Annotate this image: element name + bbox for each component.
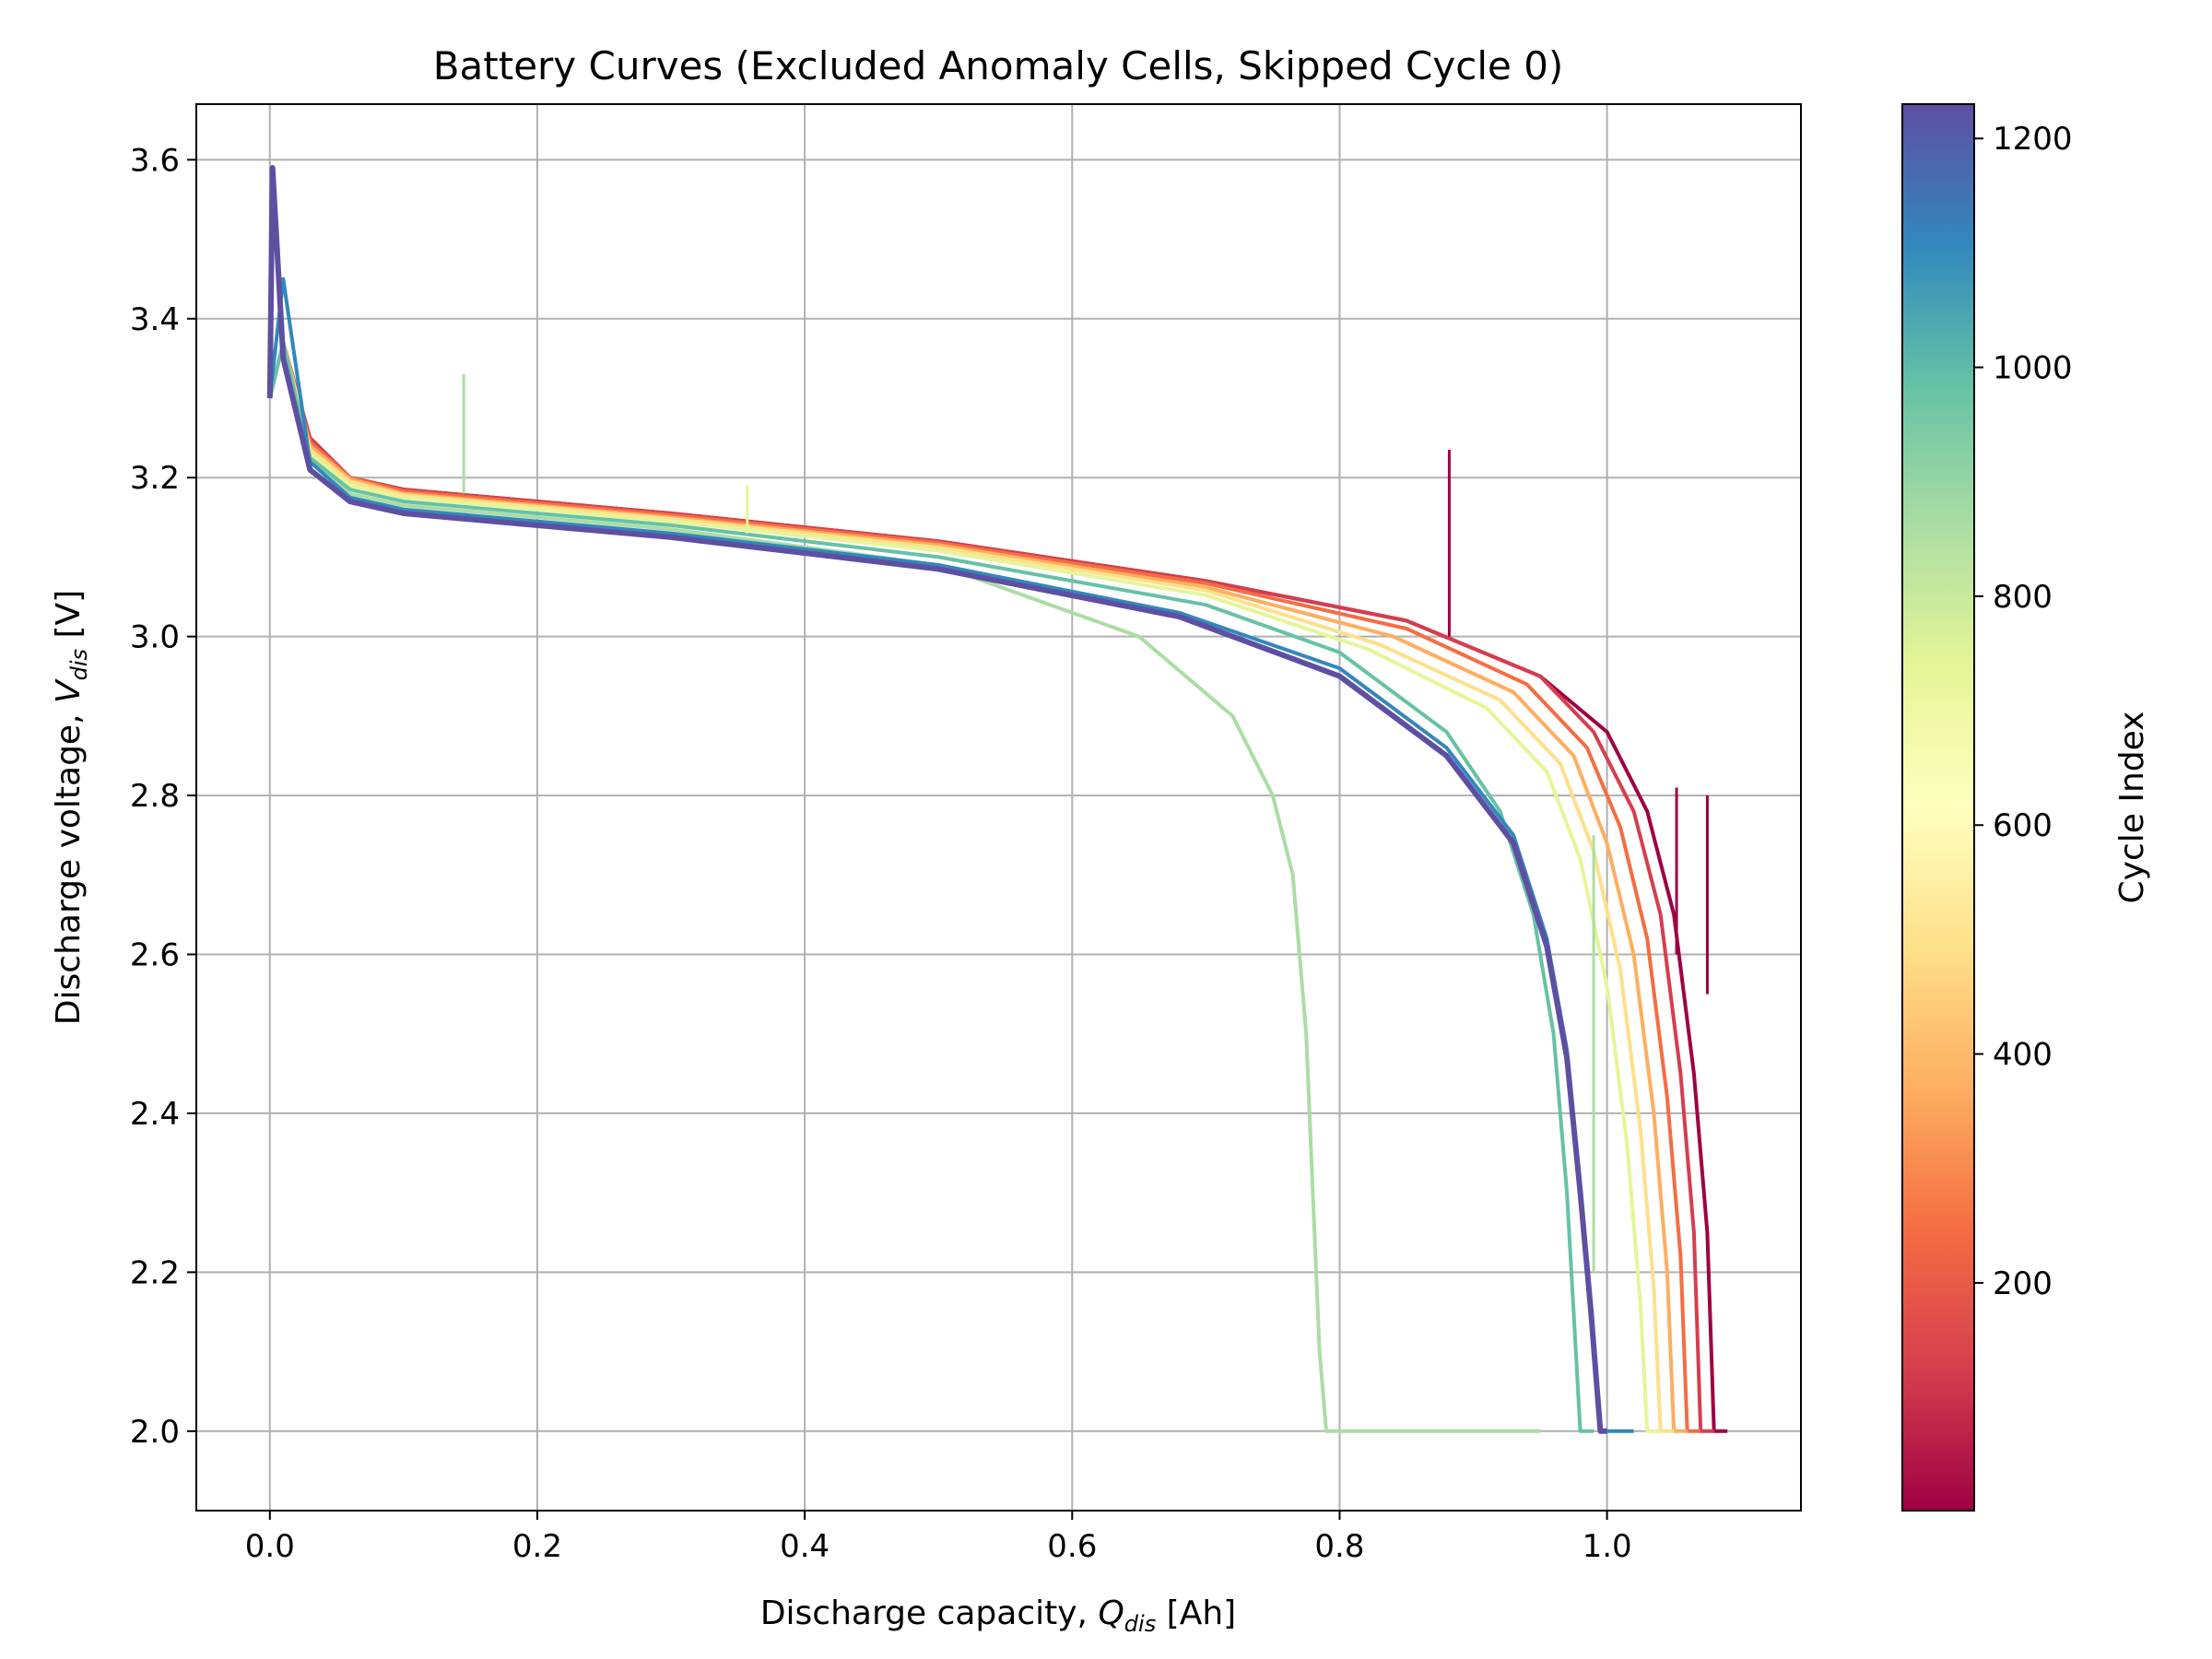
x-tick-label: 0.8 [1314,1528,1364,1565]
x-axis-ticks: 0.0 0.2 0.4 0.6 0.8 1.0 [245,1511,1632,1565]
plot-area: 0.0 0.2 0.4 0.6 0.8 1.0 2.0 2.2 2.4 2.6 2.8 3.0 3.2… [130,103,1802,1565]
x-tick-label: 0.0 [245,1528,295,1565]
y-tick-label: 3.6 [130,142,180,179]
colorbar-tick-label: 800 [1993,579,2053,616]
x-axis-label-symbol: Q [1098,1594,1124,1632]
series-line-cycle-400 [267,340,1688,1433]
series-line-cycle-1230 [266,165,1607,1434]
series-line-cycle-550 [267,340,1675,1433]
y-tick-label: 2.0 [130,1414,180,1451]
x-axis-label: Discharge capacity, Qdis [Ah] [760,1594,1236,1637]
plot-background [196,104,1801,1511]
y-axis-label-subscript: dis [66,649,92,680]
colorbar: 200 400 600 800 1000 1200 Cycle Index [1901,103,2151,1512]
y-tick-label: 2.2 [130,1254,180,1291]
colorbar-label: Cycle Index [2113,712,2151,904]
y-tick-label: 3.4 [130,301,180,338]
x-tick-label: 0.4 [780,1528,830,1565]
colorbar-tick-label: 1200 [1993,121,2073,158]
colorbar-frame [1901,103,1975,1512]
x-tick-label: 0.6 [1047,1528,1097,1565]
series-layer [266,165,1728,1434]
y-axis-label-unit: [V] [50,590,88,649]
plot-frame [195,103,1802,1512]
y-axis-label: Discharge voltage, Vdis [V] [50,590,92,1025]
x-tick-label: 1.0 [1583,1528,1632,1565]
colorbar-tick-label: 400 [1993,1037,2053,1074]
y-axis-label-symbol: V [50,678,88,703]
colorbar-tick-label: 600 [1993,807,2053,844]
colorbar-tick-label: 200 [1993,1265,2053,1302]
series-line-cycle-1000 [267,340,1594,1433]
y-axis-label-prefix: Discharge voltage, [50,703,88,1025]
y-tick-label: 2.8 [130,778,180,815]
y-tick-label: 3.2 [130,460,180,497]
y-tick-label: 2.6 [130,936,180,973]
series-line-cycle-700 [267,340,1661,1433]
x-axis-label-prefix: Discharge capacity, [760,1594,1099,1632]
chart-title: Battery Curves (Excluded Anomaly Cells, … [433,43,1564,88]
y-tick-label: 3.0 [130,619,180,656]
colorbar-ticks: 200 400 600 800 1000 1200 [1974,121,2073,1302]
colorbar-tick-label: 1000 [1993,350,2073,387]
x-axis-label-unit: [Ah] [1156,1594,1236,1632]
y-tick-label: 2.4 [130,1096,180,1133]
y-axis-ticks: 2.0 2.2 2.4 2.6 2.8 3.0 3.2 3.4 3.6 [130,142,196,1451]
x-axis-label-subscript: dis [1124,1611,1156,1637]
colorbar-gradient [1902,104,1974,1511]
x-tick-label: 0.2 [512,1528,562,1565]
